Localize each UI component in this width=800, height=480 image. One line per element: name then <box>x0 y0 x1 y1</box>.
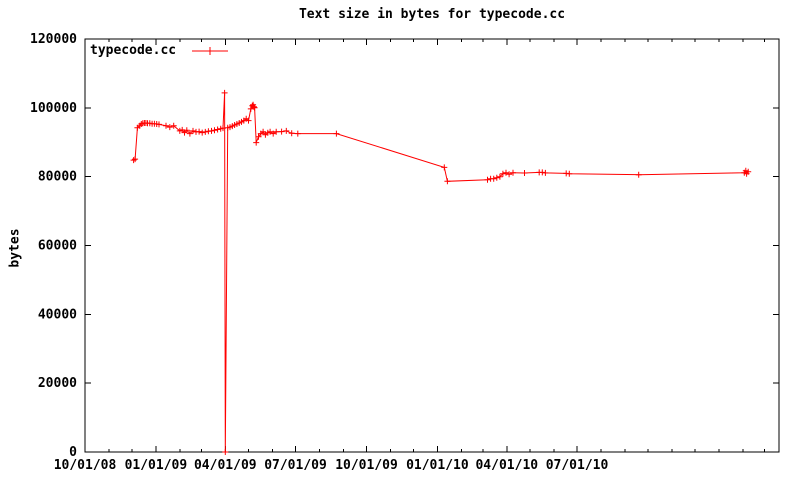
legend: typecode.cc <box>90 43 230 58</box>
x-tick-label: 10/01/09 <box>335 458 398 473</box>
legend-series-label: typecode.cc <box>90 43 177 58</box>
x-tick-label: 01/01/09 <box>125 458 188 473</box>
x-tick-label: 07/01/09 <box>264 458 327 473</box>
y-tick-label: 20000 <box>38 376 77 391</box>
y-tick-label: 80000 <box>38 170 77 185</box>
y-tick-label: 60000 <box>38 239 77 254</box>
x-tick-label: 10/01/08 <box>54 458 117 473</box>
axes <box>84 38 780 453</box>
y-tick-label: 40000 <box>38 307 77 322</box>
y-tick-label: 120000 <box>30 32 77 47</box>
x-tick-label: 04/01/10 <box>475 458 538 473</box>
y-tick-label: 100000 <box>30 101 77 116</box>
chart-title: Text size in bytes for typecode.cc <box>298 7 566 22</box>
y-tick-label: 0 <box>69 445 77 460</box>
x-tick-label: 04/01/09 <box>194 458 257 473</box>
x-tick-label: 01/01/10 <box>406 458 469 473</box>
x-tick-label: 07/01/10 <box>546 458 609 473</box>
plot-border <box>84 38 780 453</box>
series-markers <box>130 89 752 455</box>
series-line <box>133 92 749 453</box>
legend-line-marker-icon <box>192 46 229 55</box>
